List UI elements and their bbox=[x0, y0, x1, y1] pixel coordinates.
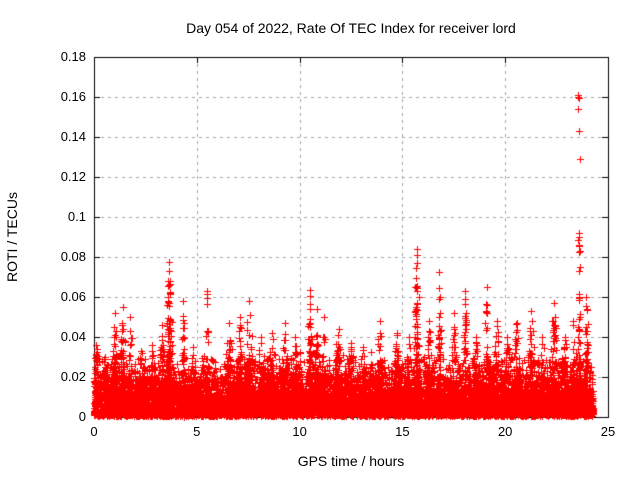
y-tick-label: 0.04 bbox=[60, 329, 86, 344]
x-tick-label: 0 bbox=[90, 424, 98, 439]
y-tick-label: 0.18 bbox=[60, 49, 86, 64]
x-axis-label: GPS time / hours bbox=[297, 453, 405, 469]
x-tick-label: 10 bbox=[292, 424, 307, 439]
y-tick-label: 0.02 bbox=[60, 369, 86, 384]
y-tick-label: 0 bbox=[78, 409, 86, 424]
y-tick-label: 0.14 bbox=[60, 129, 86, 144]
y-tick-label: 0.1 bbox=[67, 209, 86, 224]
x-tick-label: 15 bbox=[395, 424, 410, 439]
x-tick-label: 20 bbox=[497, 424, 513, 439]
y-tick-label: 0.12 bbox=[60, 169, 86, 184]
y-axis-label: ROTI / TECUs bbox=[4, 192, 20, 282]
x-tick-label: 5 bbox=[193, 424, 201, 439]
x-tick-label: 25 bbox=[600, 424, 616, 439]
y-tick-label: 0.16 bbox=[60, 89, 86, 104]
y-tick-label: 0.08 bbox=[60, 249, 86, 264]
chart-title: Day 054 of 2022, Rate Of TEC Index for r… bbox=[186, 20, 516, 36]
y-tick-label: 0.06 bbox=[60, 289, 86, 304]
